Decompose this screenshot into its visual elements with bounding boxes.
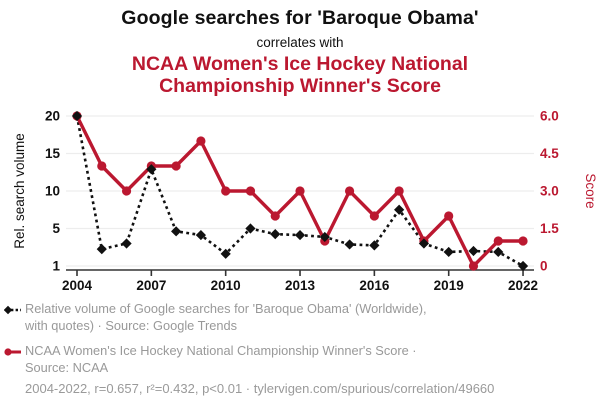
legend-label-line2: Source: NCAA (25, 359, 109, 375)
y-axis-left-title: Rel. search volume (12, 133, 27, 249)
black-diamond-dotted-line-icon (4, 305, 21, 315)
chart-subtitle: correlates with (256, 35, 344, 50)
data-point-ncaa-score (344, 186, 355, 196)
data-point-google-trends (294, 229, 306, 241)
legend-label-line1: Relative volume of Google searches for '… (25, 301, 427, 316)
data-point-ncaa-score (518, 236, 528, 246)
y-tick-label-right: 1.5 (540, 221, 559, 236)
data-point-ncaa-score (121, 186, 132, 196)
x-tick-label: 2013 (285, 278, 316, 293)
data-point-google-trends (493, 246, 504, 258)
data-point-google-trends (171, 226, 182, 237)
data-point-google-trends (468, 245, 479, 257)
data-point-ncaa-score (171, 161, 181, 171)
y-axis-left: 20 15 10 5 1 Rel. search volume (12, 109, 60, 274)
data-point-ncaa-score (196, 136, 206, 146)
series-google-trends-markers (71, 110, 529, 272)
y-tick-label-left: 15 (45, 146, 61, 161)
data-point-ncaa-score (468, 261, 479, 271)
y-tick-label-left: 20 (45, 109, 60, 124)
legend-label-google-trends: Relative volume of Google searches for '… (25, 301, 427, 334)
data-point-google-trends (270, 229, 281, 240)
data-point-ncaa-score (97, 161, 107, 171)
x-tick-label: 2019 (434, 278, 464, 293)
x-tick-label: 2016 (359, 278, 390, 293)
y-tick-label-right: 6.0 (540, 109, 559, 124)
data-point-ncaa-score (369, 211, 379, 221)
data-point-ncaa-score (270, 211, 280, 221)
legend-label-line2: with quotes) · Source: Google Trends (25, 317, 237, 333)
x-tick-label: 2022 (508, 278, 538, 293)
data-point-google-trends (71, 110, 83, 122)
legend-label-line1: NCAA Women's Ice Hockey National Champio… (25, 343, 417, 358)
data-point-ncaa-score (493, 236, 503, 246)
y-tick-label-right: 3.0 (540, 184, 559, 199)
data-point-ncaa-score (444, 211, 454, 221)
y-tick-label-left: 10 (45, 184, 60, 199)
data-point-google-trends (443, 246, 454, 258)
y-tick-label-right: 4.5 (540, 146, 559, 161)
chart-legend: Relative volume of Google searches for '… (4, 301, 564, 385)
data-point-google-trends (146, 164, 157, 175)
chart-title-secondary: NCAA Women's Ice Hockey National Champio… (131, 53, 469, 97)
data-point-google-trends (369, 240, 380, 251)
y-axis-right-title: Score (583, 173, 598, 208)
data-point-ncaa-score (245, 186, 256, 196)
data-point-google-trends (195, 229, 206, 241)
data-point-google-trends (517, 260, 529, 272)
y-axis-right: 6.0 4.5 3.0 1.5 0 Score (540, 109, 598, 274)
x-tick-label: 2004 (62, 278, 93, 293)
data-point-google-trends (344, 239, 355, 250)
x-tick-label: 2010 (211, 278, 241, 293)
y-tick-label-left: 1 (52, 259, 60, 274)
stats-footer: 2004-2022, r=0.657, r²=0.432, p<0.01 · t… (25, 381, 495, 396)
red-circle-solid-line-icon (4, 348, 21, 356)
data-point-google-trends (418, 238, 430, 249)
data-point-google-trends (319, 231, 330, 243)
data-point-ncaa-score (295, 186, 305, 196)
chart-title: Google searches for 'Baroque Obama' (121, 7, 479, 29)
data-point-google-trends (121, 238, 132, 249)
data-point-google-trends (220, 248, 231, 259)
data-point-ncaa-score (394, 186, 404, 196)
data-point-google-trends (96, 244, 107, 255)
legend-item-google-trends: Relative volume of Google searches for '… (4, 301, 564, 334)
y-tick-label-right: 0 (540, 259, 548, 274)
y-tick-label-left: 5 (52, 221, 60, 236)
legend-item-ncaa-score: NCAA Women's Ice Hockey National Champio… (4, 343, 564, 376)
x-tick-label: 2007 (136, 278, 166, 293)
x-axis: 2004 2007 2010 2013 2016 2019 2022 (62, 269, 538, 293)
data-point-google-trends (245, 223, 256, 234)
data-point-google-trends (394, 204, 405, 215)
data-point-ncaa-score (221, 186, 231, 196)
legend-label-ncaa-score: NCAA Women's Ice Hockey National Champio… (25, 343, 417, 376)
